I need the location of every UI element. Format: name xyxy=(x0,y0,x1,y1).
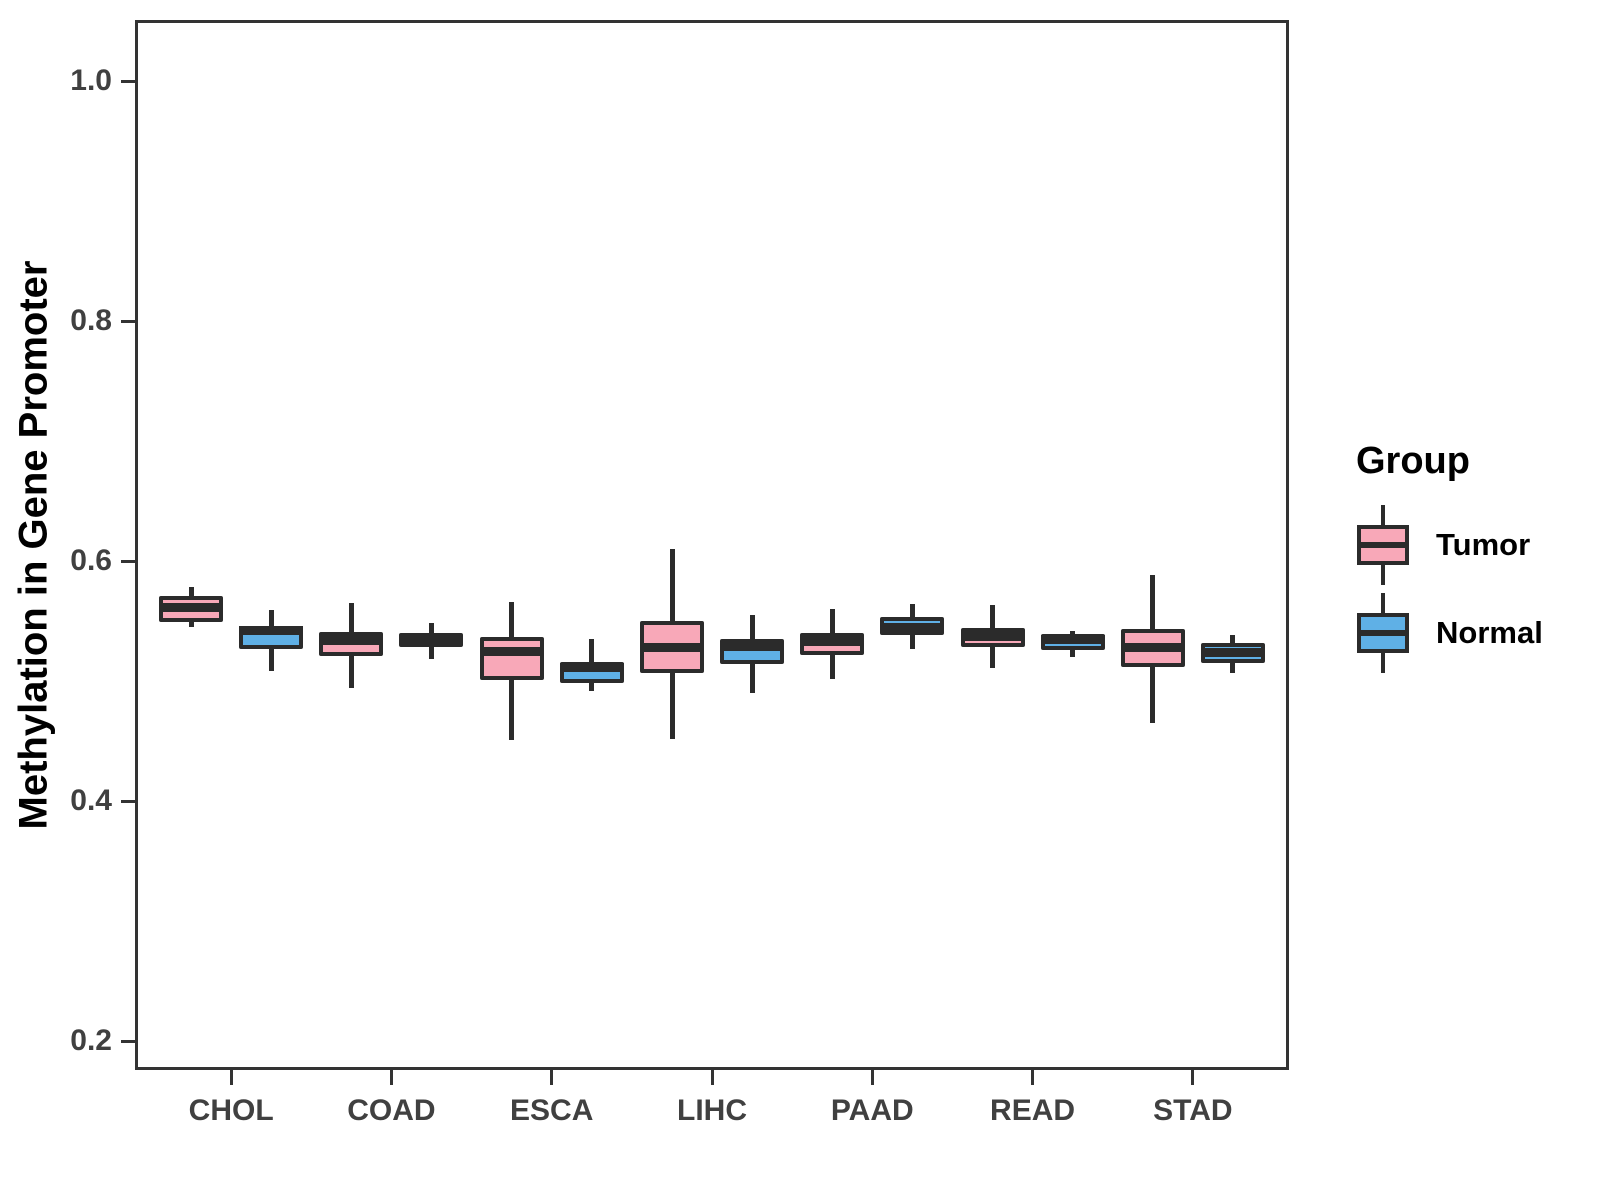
legend-boxplot-icon-tumor xyxy=(1356,505,1410,585)
median-tumor-paad xyxy=(800,636,865,646)
median-normal-chol xyxy=(239,626,304,636)
median-normal-paad xyxy=(880,622,945,632)
box-tumor-esca xyxy=(479,636,544,680)
x-tick-label-chol: CHOL xyxy=(188,1094,274,1127)
x-tick-label-read: READ xyxy=(990,1094,1076,1127)
median-tumor-chol xyxy=(159,603,224,613)
median-normal-stad xyxy=(1200,647,1265,657)
y-tick-label-1.0: 1.0 xyxy=(70,64,112,97)
x-tick-label-stad: STAD xyxy=(1153,1094,1233,1127)
median-normal-lihc xyxy=(720,641,784,651)
median-tumor-coad xyxy=(319,635,384,645)
legend-entries: Tumor Normal xyxy=(1356,497,1543,673)
x-tick-mark-stad xyxy=(1191,1070,1195,1085)
legend-entry-tumor: Tumor xyxy=(1356,505,1543,585)
legend-median-line xyxy=(1357,630,1409,636)
y-tick-mark-1.0 xyxy=(121,79,135,83)
x-tick-mark-esca xyxy=(550,1070,554,1085)
plot-panel xyxy=(135,20,1289,1070)
x-tick-mark-paad xyxy=(870,1070,874,1085)
x-tick-label-lihc: LIHC xyxy=(677,1094,747,1127)
y-tick-label-0.4: 0.4 xyxy=(70,784,112,817)
x-tick-mark-coad xyxy=(389,1070,393,1085)
y-tick-mark-0.6 xyxy=(121,559,135,563)
median-normal-esca xyxy=(559,663,624,673)
legend-label-normal: Normal xyxy=(1436,615,1543,650)
legend-label-tumor: Tumor xyxy=(1436,527,1531,562)
legend-entry-normal: Normal xyxy=(1356,593,1543,673)
x-tick-mark-lihc xyxy=(710,1070,714,1085)
x-tick-label-paad: PAAD xyxy=(830,1094,914,1127)
y-tick-mark-0.8 xyxy=(121,319,135,323)
y-tick-label-0.8: 0.8 xyxy=(70,304,112,337)
y-tick-label-0.6: 0.6 xyxy=(70,544,112,577)
y-tick-mark-0.2 xyxy=(121,1039,135,1043)
x-tick-label-coad: COAD xyxy=(347,1094,436,1127)
y-tick-mark-0.4 xyxy=(121,799,135,803)
y-tick-label-0.2: 0.2 xyxy=(70,1024,112,1057)
median-tumor-esca xyxy=(479,646,544,656)
median-normal-read xyxy=(1040,634,1105,644)
legend-title: Group xyxy=(1356,440,1470,482)
median-tumor-stad xyxy=(1120,642,1185,652)
legend-boxplot-icon-normal xyxy=(1356,593,1410,673)
x-tick-label-esca: ESCA xyxy=(510,1094,594,1127)
legend-median-line xyxy=(1357,542,1409,548)
x-tick-mark-chol xyxy=(229,1070,233,1085)
median-tumor-lihc xyxy=(640,642,704,652)
x-tick-mark-read xyxy=(1031,1070,1035,1085)
median-tumor-read xyxy=(960,632,1025,642)
legend: Group Tumor Normal xyxy=(1356,440,1543,673)
median-normal-coad xyxy=(399,635,464,645)
